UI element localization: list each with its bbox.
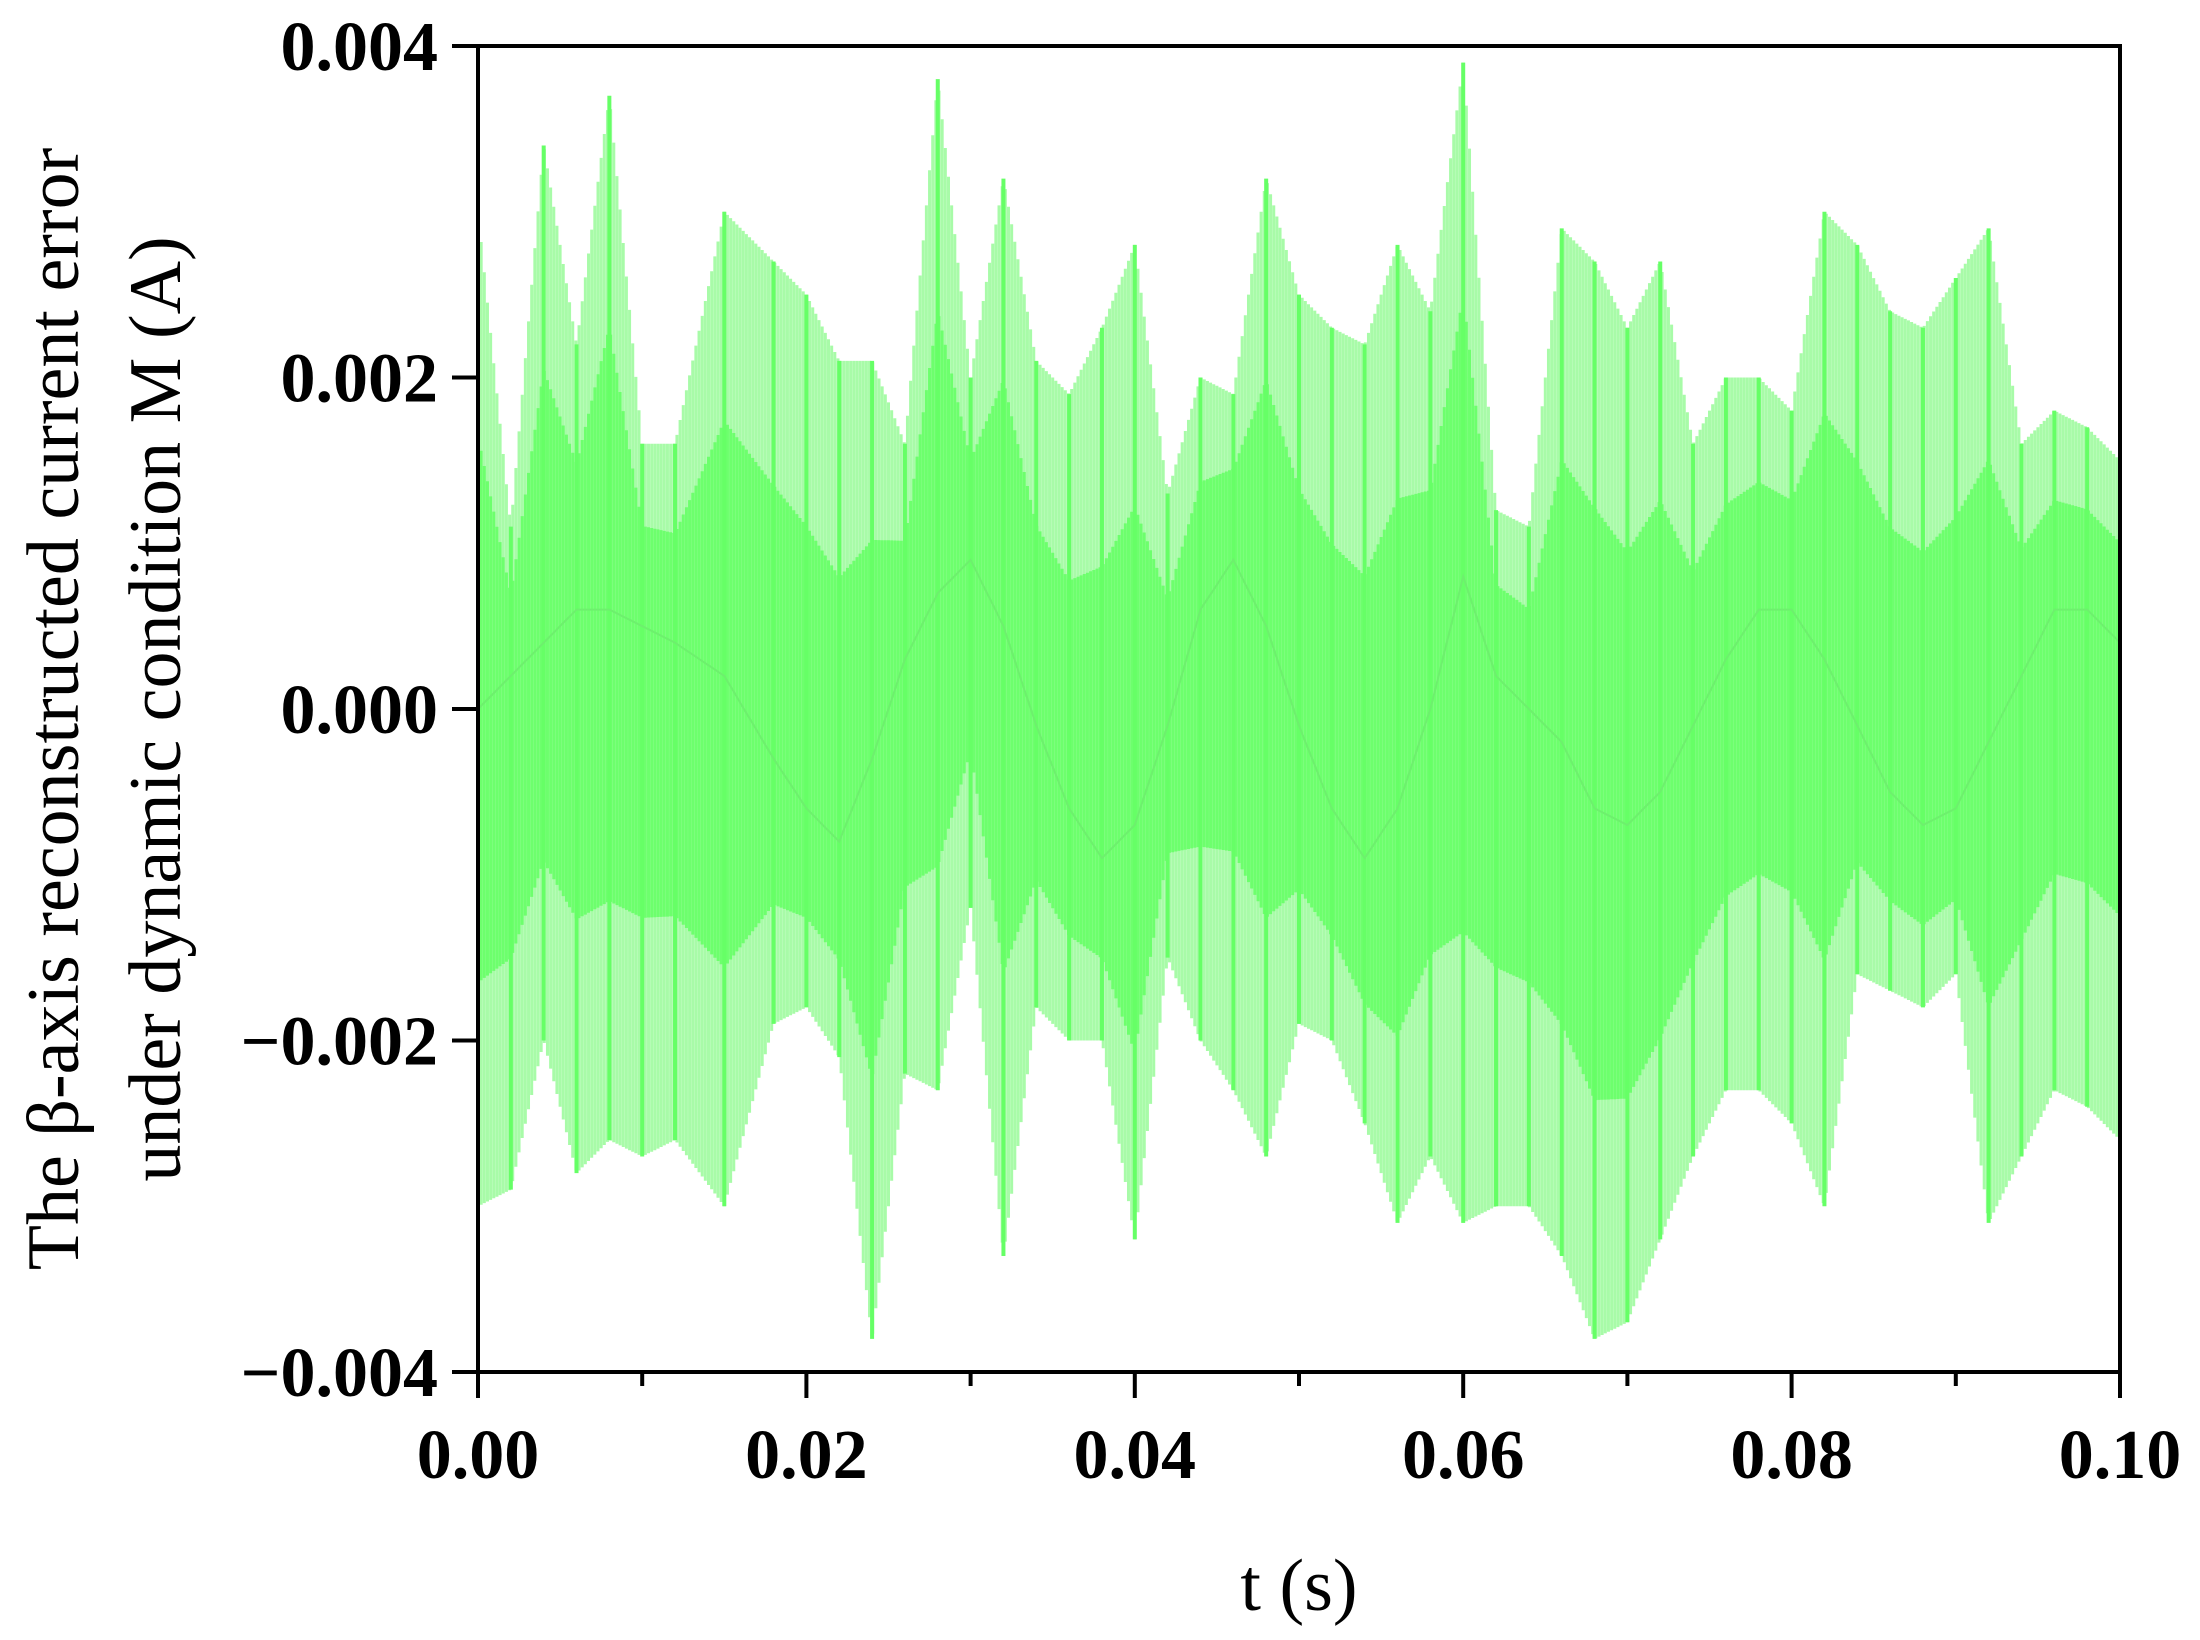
y-tick-label: −0.002 xyxy=(241,1004,438,1081)
y-axis-title-line-2: under dynamic condition M (A) xyxy=(115,236,197,1181)
y-axis-title-line-1: The β-axis reconstructed current error xyxy=(13,148,95,1270)
x-tick-label: 0.06 xyxy=(1402,1417,1525,1494)
y-tick-label: 0.002 xyxy=(281,341,439,418)
x-axis-title: t (s) xyxy=(1240,1545,1357,1627)
series-mid-line xyxy=(477,557,2121,861)
y-tick-label: 0.004 xyxy=(281,9,439,86)
x-tick-label: 0.10 xyxy=(2059,1417,2182,1494)
x-tick-label: 0.00 xyxy=(417,1417,540,1494)
x-tick-label: 0.02 xyxy=(745,1417,868,1494)
x-tick-label: 0.08 xyxy=(1730,1417,1853,1494)
series-spikes xyxy=(476,62,2122,1339)
x-tick-label: 0.04 xyxy=(1074,1417,1197,1494)
y-tick-label: 0.000 xyxy=(281,672,439,749)
y-tick-label: −0.004 xyxy=(241,1335,438,1412)
plot-area xyxy=(476,62,2122,1339)
x-axis: 0.00 0.02 0.04 0.06 0.08 0.10 xyxy=(417,1372,2182,1494)
y-axis: −0.004 −0.002 0.000 0.002 0.004 xyxy=(241,9,478,1412)
